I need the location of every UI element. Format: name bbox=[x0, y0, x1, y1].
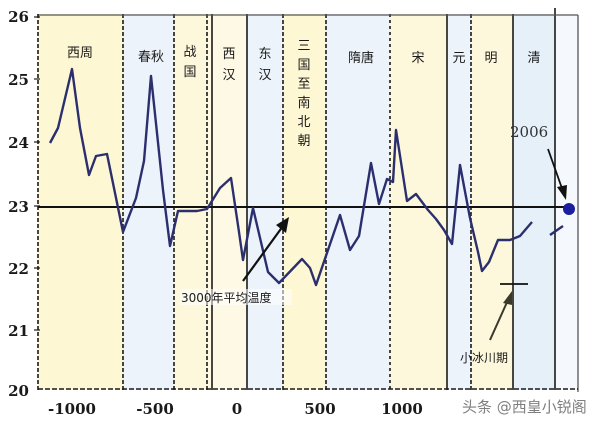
period-label-xihan-1: 西 bbox=[222, 47, 235, 62]
period-label-sanguo-5: 北 bbox=[297, 115, 310, 130]
period-label-ming: 明 bbox=[484, 51, 497, 66]
annotation-avg-arrow bbox=[242, 225, 284, 282]
period-bg-song bbox=[390, 14, 447, 390]
arrowhead-avg-icon bbox=[276, 217, 289, 233]
period-bg-ming bbox=[471, 14, 513, 390]
period-bg-modern bbox=[555, 14, 578, 390]
period-bg-qing bbox=[513, 14, 555, 390]
period-label-yuan: 元 bbox=[452, 51, 465, 66]
x-tick-m1000: -1000 bbox=[48, 400, 96, 418]
period-bg-donghan bbox=[247, 14, 283, 390]
watermark-text: 头条 @西皇小锐阁 bbox=[462, 398, 587, 416]
y-tick-24: 24 bbox=[8, 134, 29, 152]
period-label-sanguo-6: 朝 bbox=[297, 134, 310, 149]
x-tick-0: 0 bbox=[232, 400, 242, 418]
arrowhead-2006-icon bbox=[557, 185, 567, 200]
period-bg-xizhou bbox=[38, 14, 123, 390]
x-tick-m500: -500 bbox=[136, 400, 174, 418]
x-axis-labels: -1000 -500 0 500 1000 bbox=[48, 400, 423, 418]
y-tick-21: 21 bbox=[8, 322, 29, 340]
annotation-ice-age-label: 小冰川期 bbox=[460, 351, 508, 365]
period-label-xihan-2: 汉 bbox=[222, 68, 235, 83]
period-label-sanguo-4: 南 bbox=[297, 95, 310, 111]
period-bg-sanguo bbox=[283, 14, 326, 390]
period-boundaries bbox=[122, 8, 556, 390]
period-label-qing: 清 bbox=[527, 51, 540, 66]
period-label-zhanguo-1: 战 bbox=[183, 45, 196, 60]
period-label-sanguo-2: 国 bbox=[297, 58, 310, 73]
period-backgrounds bbox=[38, 14, 578, 390]
period-label-zhanguo-2: 国 bbox=[183, 65, 196, 80]
period-bg-zhanguo bbox=[174, 14, 208, 390]
period-label-donghan-1: 东 bbox=[258, 47, 271, 62]
y-tick-26: 26 bbox=[8, 8, 29, 26]
period-label-suitang: 隋唐 bbox=[348, 50, 374, 66]
y-tick-25: 25 bbox=[8, 71, 29, 89]
period-label-sanguo-1: 三 bbox=[297, 39, 310, 54]
y-tick-22: 22 bbox=[8, 260, 29, 278]
x-tick-500: 500 bbox=[304, 400, 335, 418]
annotation-avg-label: 3000年平均温度 bbox=[181, 290, 272, 305]
y-tick-23: 23 bbox=[8, 198, 29, 216]
y-axis-labels: 26 25 24 23 22 21 20 bbox=[8, 8, 29, 400]
period-label-donghan-2: 汉 bbox=[258, 68, 271, 83]
annotation-ice-age-arrow bbox=[489, 299, 509, 341]
period-label-xizhou: 西周 bbox=[67, 46, 93, 61]
period-bg-xihan bbox=[208, 14, 247, 390]
temperature-series-end-segment bbox=[549, 225, 564, 236]
period-label-sanguo-3: 至 bbox=[297, 77, 310, 92]
period-label-song: 宋 bbox=[411, 51, 424, 66]
period-label-chunqiu: 春秋 bbox=[138, 50, 164, 65]
temperature-series-line bbox=[48, 67, 533, 287]
endpoint-2006-marker bbox=[563, 203, 575, 215]
annotation-2006-label: 2006 bbox=[510, 123, 548, 141]
y-tick-20: 20 bbox=[8, 382, 29, 400]
annotation-avg-bg bbox=[180, 289, 292, 305]
period-bg-chunqiu bbox=[123, 14, 174, 390]
x-tick-1000: 1000 bbox=[381, 400, 423, 418]
arrowhead-ice-age-icon bbox=[503, 291, 512, 305]
period-labels: 西周 春秋 战 国 西 汉 东 汉 三 国 至 南 北 朝 隋唐 宋 元 明 清 bbox=[67, 39, 541, 149]
